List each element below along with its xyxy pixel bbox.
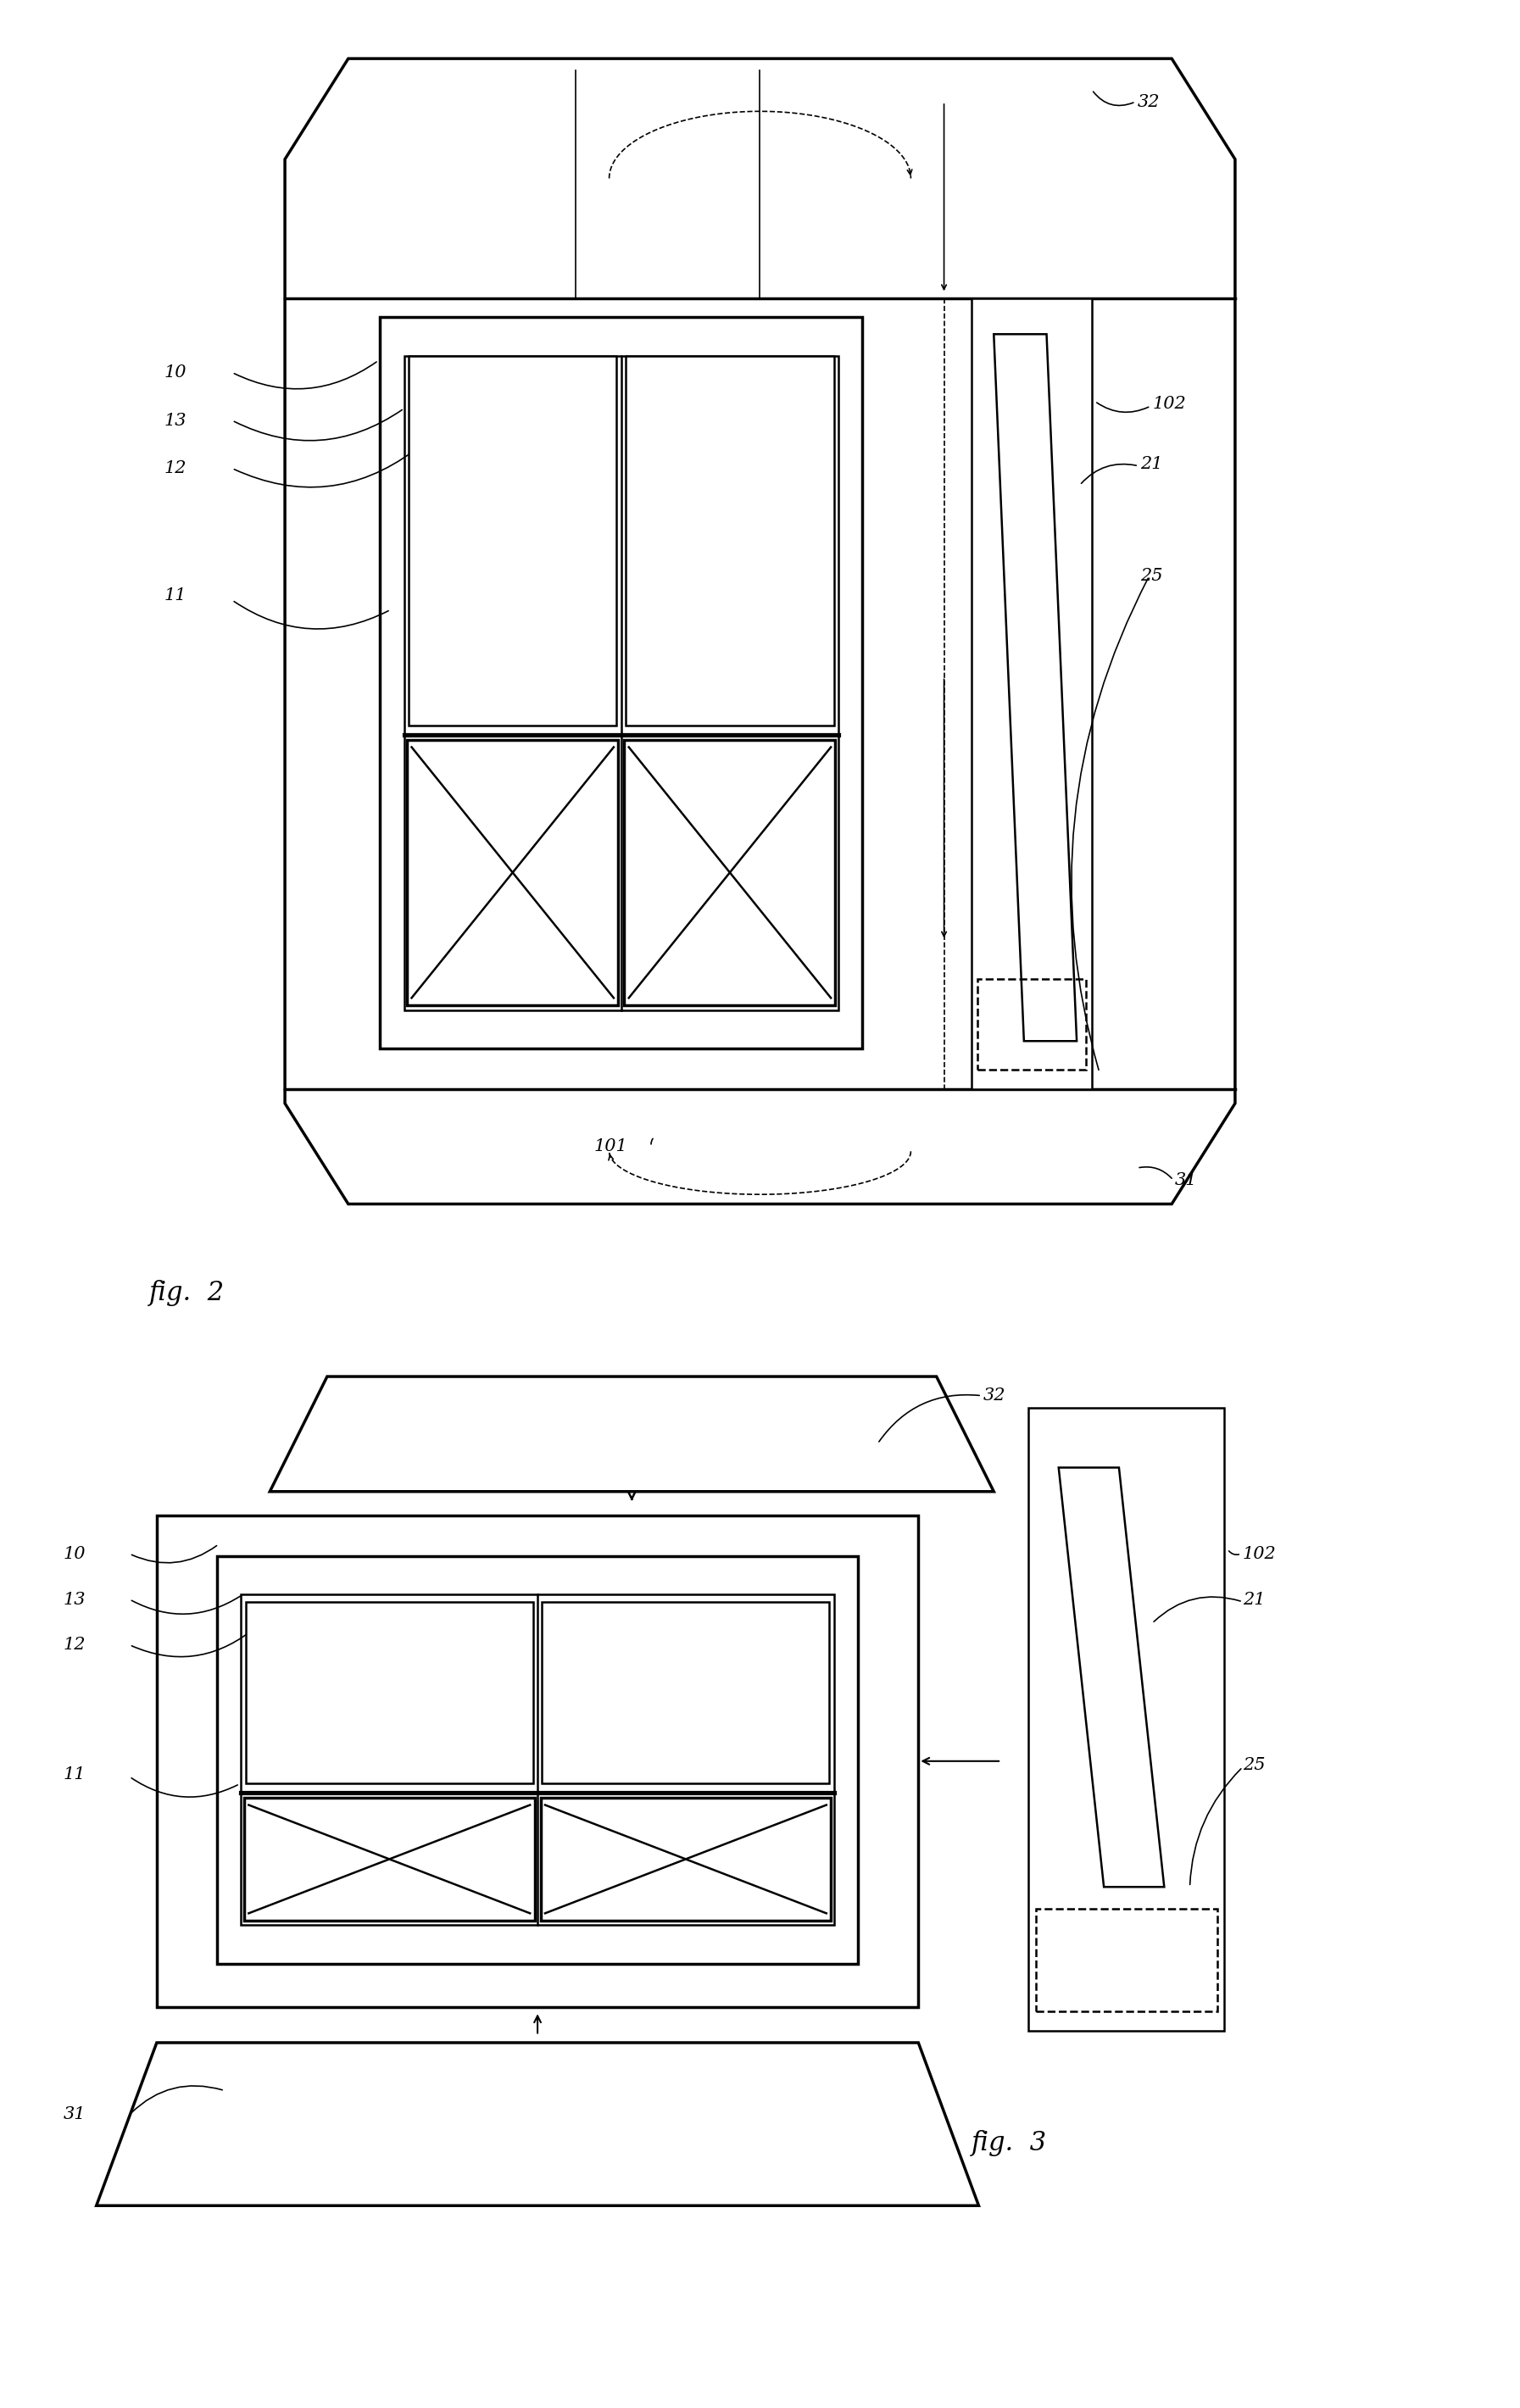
Bar [242,1594,834,1926]
Bar [409,356,617,725]
Text: 10: 10 [64,1546,85,1563]
Text: 31: 31 [64,2107,85,2124]
Polygon shape [271,1377,994,1491]
Bar [246,1601,534,1784]
Text: 21: 21 [1140,455,1163,472]
Text: 101: 101 [594,1139,628,1156]
Text: 13: 13 [64,1592,85,1609]
Text: 25: 25 [1243,1758,1265,1772]
Bar [380,318,862,1047]
Text: 13: 13 [164,412,187,429]
Text: 102: 102 [1243,1546,1277,1563]
Text: fig.  3: fig. 3 [971,2131,1047,2158]
Text: 21: 21 [1243,1592,1265,1609]
Polygon shape [994,335,1076,1040]
Bar [404,356,839,1009]
Text: 10: 10 [164,364,187,380]
Text: 25: 25 [1140,568,1163,585]
Bar [157,1515,918,2006]
Text: 32: 32 [1137,94,1160,111]
Polygon shape [284,58,1236,1204]
Text: fig.  2: fig. 2 [149,1279,225,1305]
Polygon shape [96,2042,979,2206]
Bar [543,1601,830,1784]
Text: 32: 32 [983,1387,1006,1404]
Bar [1037,1910,1218,2011]
Text: 12: 12 [64,1637,85,1652]
Bar [971,299,1091,1088]
Bar [626,356,834,725]
Polygon shape [1058,1466,1164,1888]
Bar [245,1799,535,1922]
Text: 31: 31 [1175,1173,1198,1187]
Text: 102: 102 [1152,395,1186,412]
Text: 11: 11 [164,588,187,604]
Bar [217,1556,857,1963]
Bar [1029,1409,1225,2030]
Bar [977,978,1085,1069]
Bar [625,739,836,1004]
Bar [407,739,619,1004]
Text: 11: 11 [64,1767,85,1782]
Bar [541,1799,831,1922]
Text: 12: 12 [164,460,187,477]
